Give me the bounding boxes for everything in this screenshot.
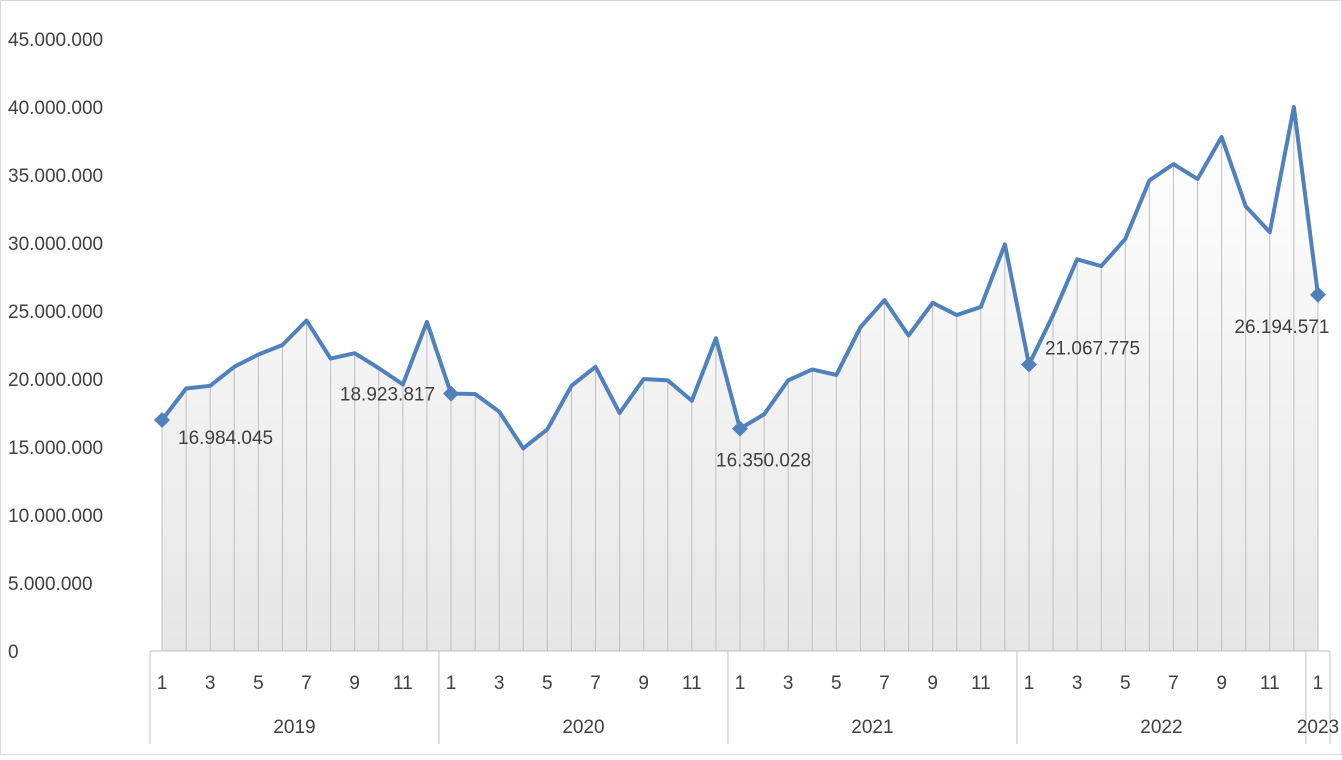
- data-point-marker: [732, 420, 748, 437]
- drop-lines: [161, 107, 1319, 651]
- y-tick-label: 40.000.000: [8, 98, 103, 119]
- x-tick-label: 3: [205, 673, 216, 694]
- x-tick-label: 9: [349, 673, 360, 694]
- data-label: 21.067.775: [1045, 338, 1140, 359]
- x-tick-label: 3: [783, 673, 794, 694]
- x-tick-label: 1: [1024, 673, 1035, 694]
- year-label: 2022: [1140, 717, 1182, 738]
- y-tick-label: 5.000.000: [8, 574, 93, 595]
- markers: [154, 286, 1326, 437]
- data-point-marker: [1309, 286, 1326, 303]
- data-point-marker: [443, 385, 460, 402]
- x-tick-label: 11: [971, 673, 991, 694]
- x-tick-label: 5: [831, 673, 842, 694]
- x-tick-label: 7: [879, 673, 890, 694]
- x-tick-label: 11: [682, 673, 702, 694]
- y-tick-label: 25.000.000: [8, 302, 103, 323]
- y-tick-label: 15.000.000: [8, 438, 103, 459]
- x-tick-label: 9: [638, 673, 649, 694]
- x-tick-label: 5: [542, 673, 553, 694]
- data-label: 26.194.571: [1234, 317, 1329, 338]
- x-tick-label: 11: [1260, 673, 1280, 694]
- year-label: 2021: [851, 717, 893, 738]
- data-label: 18.923.817: [340, 385, 435, 406]
- x-tick-label: 1: [446, 673, 457, 694]
- data-labels: 16.984.045 18.923.817 16.350.028 21.067.775…: [178, 317, 1329, 472]
- x-tick-label: 1: [1313, 673, 1324, 694]
- x-tick-label: 5: [253, 673, 264, 694]
- y-tick-label: 35.000.000: [8, 166, 103, 187]
- data-label: 16.984.045: [178, 428, 273, 449]
- y-tick-label: 20.000.000: [8, 370, 103, 391]
- x-tick-label: 7: [590, 673, 601, 694]
- y-tick-label: 10.000.000: [8, 506, 103, 527]
- data-point-marker: [154, 412, 171, 429]
- x-tick-label: 9: [927, 673, 938, 694]
- y-tick-label: 45.000.000: [8, 30, 103, 51]
- x-tick-label: 11: [393, 673, 413, 694]
- y-tick-label: 0: [8, 642, 19, 663]
- x-tick-label: 7: [301, 673, 312, 694]
- year-label: 2020: [562, 717, 604, 738]
- data-point-marker: [1020, 356, 1037, 373]
- x-tick-label: 9: [1216, 673, 1227, 694]
- y-tick-label: 30.000.000: [8, 234, 103, 255]
- year-label: 2023: [1297, 717, 1339, 738]
- y-axis: 0 5.000.000 10.000.000 15.000.000 20.000.000…: [8, 30, 103, 663]
- x-tick-label: 1: [157, 673, 168, 694]
- data-label: 16.350.028: [716, 451, 811, 472]
- x-tick-label: 3: [1072, 673, 1083, 694]
- x-tick-label: 1: [735, 673, 746, 694]
- year-label: 2019: [273, 717, 315, 738]
- x-tick-label: 7: [1168, 673, 1179, 694]
- x-tick-label: 3: [494, 673, 505, 694]
- x-tick-label: 5: [1120, 673, 1131, 694]
